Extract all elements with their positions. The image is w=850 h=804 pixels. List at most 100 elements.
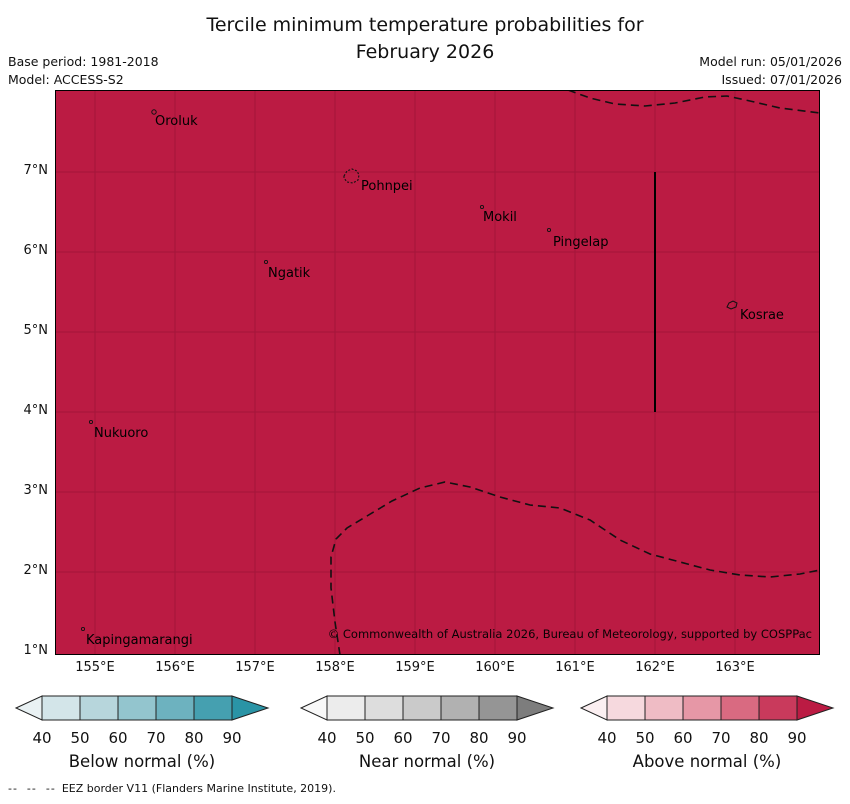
island-oroluk bbox=[151, 109, 157, 115]
model-label: Model: ACCESS-S2 bbox=[8, 72, 124, 88]
grid-lines bbox=[55, 90, 820, 655]
legend-tick: 40 bbox=[317, 729, 337, 747]
legend-cell bbox=[117, 695, 157, 721]
legend-tick: 70 bbox=[146, 729, 166, 747]
island-kosrae bbox=[726, 300, 738, 310]
legend-cell bbox=[644, 695, 684, 721]
island-nukuoro bbox=[88, 419, 94, 425]
legend-below-normal: 40 50 60 70 80 90 Below normal (%) bbox=[14, 694, 270, 771]
eez-border-line-south bbox=[330, 481, 820, 655]
legend-cell bbox=[758, 695, 798, 721]
legend-tick: 50 bbox=[635, 729, 655, 747]
legend-ticks: 40 50 60 70 80 90 bbox=[14, 729, 270, 749]
legend-bar-near bbox=[299, 695, 555, 721]
figure-title-line1: Tercile minimum temperature probabilitie… bbox=[206, 14, 644, 36]
eez-footnote-text: EEZ border V11 (Flanders Marine Institut… bbox=[61, 782, 336, 795]
legend-arrow-left bbox=[299, 695, 328, 721]
legend-tick: 90 bbox=[787, 729, 807, 747]
legend-cell bbox=[155, 695, 195, 721]
figure-title: Tercile minimum temperature probabilitie… bbox=[0, 12, 850, 65]
place-label-pohnpei: Pohnpei bbox=[361, 179, 413, 194]
legend-tick: 70 bbox=[711, 729, 731, 747]
legend-tick: 90 bbox=[222, 729, 242, 747]
x-axis-tick: 156°E bbox=[155, 660, 195, 675]
legend-cell bbox=[440, 695, 480, 721]
legend-title-below: Below normal (%) bbox=[68, 752, 216, 771]
legend-tick: 90 bbox=[507, 729, 527, 747]
legend-arrow-left bbox=[14, 695, 43, 721]
y-axis-tick: 7°N bbox=[23, 163, 49, 178]
x-axis-tick: 157°E bbox=[235, 660, 275, 675]
legend-tick: 40 bbox=[597, 729, 617, 747]
legend-tick: 60 bbox=[108, 729, 128, 747]
legend-tick: 60 bbox=[393, 729, 413, 747]
legend-tick: 40 bbox=[32, 729, 52, 747]
x-axis-tick: 158°E bbox=[315, 660, 355, 675]
model-run-label: Model run: 05/01/2026 bbox=[699, 54, 842, 69]
map-frame bbox=[55, 90, 820, 655]
legend-near-normal: 40 50 60 70 80 90 Near normal (%) bbox=[299, 694, 555, 771]
legend-tick: 70 bbox=[431, 729, 451, 747]
legend-cell bbox=[478, 695, 518, 721]
legend-cell bbox=[79, 695, 119, 721]
legend-ticks: 40 50 60 70 80 90 bbox=[579, 729, 835, 749]
place-label-kosrae: Kosrae bbox=[740, 308, 784, 323]
legend-tick: 60 bbox=[673, 729, 693, 747]
legend-cell bbox=[720, 695, 760, 721]
x-axis-tick: 155°E bbox=[75, 660, 115, 675]
eez-dash-sample: -- -- -- bbox=[8, 782, 56, 795]
legend-bar-below bbox=[14, 695, 270, 721]
x-axis-tick: 160°E bbox=[475, 660, 515, 675]
y-axis-tick: 4°N bbox=[23, 403, 49, 418]
legend-title-near: Near normal (%) bbox=[358, 752, 496, 771]
legend-tick: 80 bbox=[184, 729, 204, 747]
legend-cell bbox=[606, 695, 646, 721]
legend-cell bbox=[402, 695, 442, 721]
map-area: Oroluk Pohnpei Mokil Pingelap Ngatik Kos… bbox=[55, 90, 820, 655]
place-label-kapingamarangi: Kapingamarangi bbox=[86, 633, 193, 648]
legend-above-normal: 40 50 60 70 80 90 Above normal (%) bbox=[579, 694, 835, 771]
legend-tick: 80 bbox=[469, 729, 489, 747]
island-mokil bbox=[479, 204, 485, 210]
island-ngatik bbox=[263, 259, 269, 265]
legend-arrow-right bbox=[516, 695, 555, 721]
y-axis-tick: 1°N bbox=[23, 643, 49, 658]
base-period-label: Base period: 1981-2018 bbox=[8, 54, 159, 69]
y-axis-tick: 6°N bbox=[23, 243, 49, 258]
legend-cell bbox=[682, 695, 722, 721]
legend-tick: 50 bbox=[70, 729, 90, 747]
issued-label: Issued: 07/01/2026 bbox=[721, 72, 843, 88]
legend-tick: 50 bbox=[355, 729, 375, 747]
legend-arrow-right bbox=[231, 695, 270, 721]
legend-tick: 80 bbox=[749, 729, 769, 747]
metadata-right: Model run: 05/01/2026 Issued: 07/01/2026 bbox=[699, 53, 842, 89]
legend-title-above: Above normal (%) bbox=[632, 752, 782, 771]
island-pohnpei bbox=[343, 168, 360, 184]
map-background bbox=[55, 90, 820, 655]
place-label-ngatik: Ngatik bbox=[268, 266, 311, 281]
y-axis-tick: 2°N bbox=[23, 563, 49, 578]
place-label-nukuoro: Nukuoro bbox=[94, 426, 148, 441]
map-svg: Oroluk Pohnpei Mokil Pingelap Ngatik Kos… bbox=[55, 90, 820, 655]
island-kapingamarangi bbox=[80, 626, 86, 632]
y-axis-tick: 3°N bbox=[23, 483, 49, 498]
legend-bar-above bbox=[579, 695, 835, 721]
legend-cell bbox=[326, 695, 366, 721]
figure-title-line2: February 2026 bbox=[355, 40, 495, 63]
x-axis-tick: 159°E bbox=[395, 660, 435, 675]
legend-cell bbox=[193, 695, 233, 721]
x-axis-tick: 161°E bbox=[555, 660, 595, 675]
eez-border-line-north bbox=[567, 90, 820, 114]
legend-arrow-left bbox=[579, 695, 608, 721]
legend-arrow-right bbox=[796, 695, 835, 721]
copyright-text: © Commonwealth of Australia 2026, Bureau… bbox=[328, 627, 812, 641]
place-label-mokil: Mokil bbox=[483, 210, 517, 225]
place-label-pingelap: Pingelap bbox=[553, 235, 609, 250]
legend-cell bbox=[41, 695, 81, 721]
place-label-oroluk: Oroluk bbox=[155, 114, 198, 129]
legend-ticks: 40 50 60 70 80 90 bbox=[299, 729, 555, 749]
island-pingelap bbox=[546, 227, 552, 233]
eez-footnote: -- -- -- EEZ border V11 (Flanders Marine … bbox=[8, 782, 336, 795]
x-axis-tick: 163°E bbox=[715, 660, 755, 675]
